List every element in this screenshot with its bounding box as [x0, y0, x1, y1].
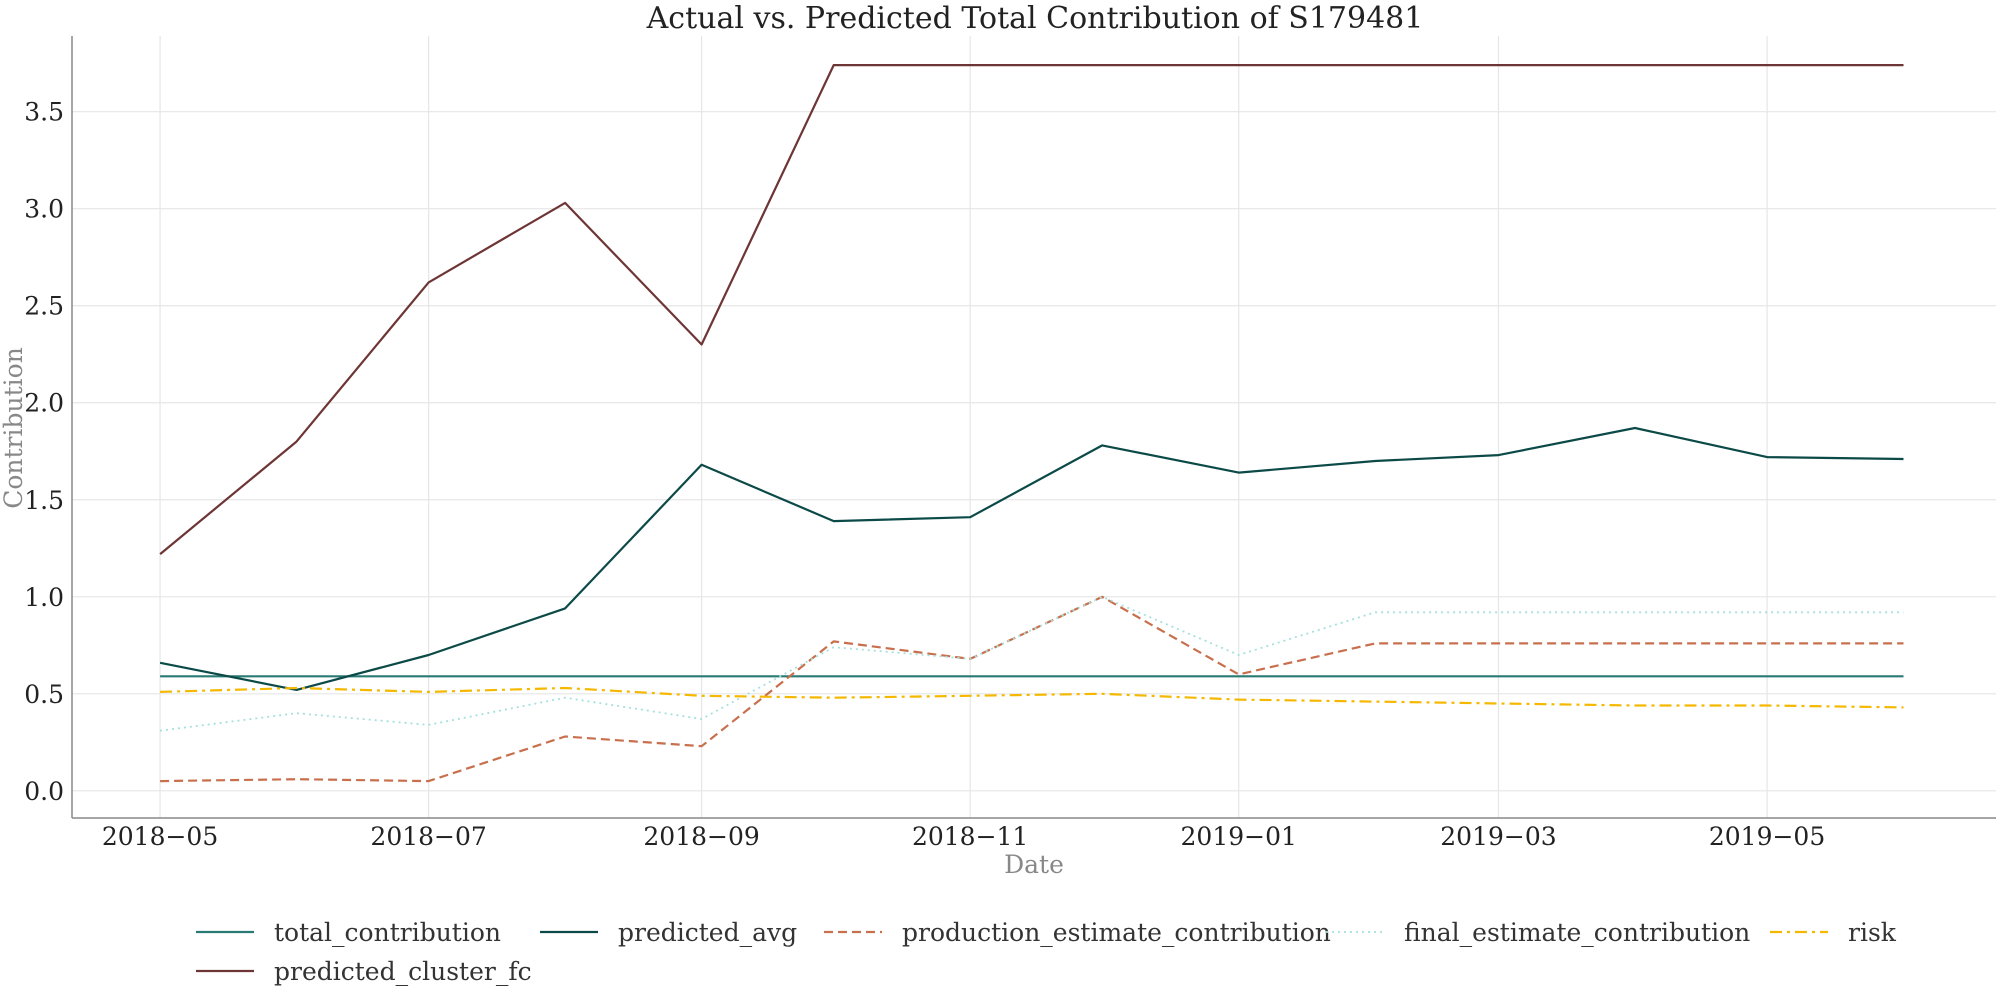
legend-item-production-estimate-contribution[interactable]: production_estimate_contribution	[824, 918, 1331, 947]
y-tick-label: 2.0	[24, 389, 64, 418]
y-tick-label: 0.5	[24, 680, 64, 709]
legend-item-risk[interactable]: risk	[1770, 918, 1897, 947]
grid	[72, 36, 1996, 818]
x-tick-label: 2019−03	[1440, 822, 1556, 851]
y-tick-label: 3.5	[24, 98, 64, 127]
y-ticks: 0.0 0.5 1.0 1.5 2.0 2.5 3.0 3.5	[24, 98, 64, 806]
y-tick-label: 2.5	[24, 292, 64, 321]
legend-label: production_estimate_contribution	[902, 918, 1331, 947]
legend-label: predicted_avg	[618, 918, 797, 947]
y-tick-label: 0.0	[24, 777, 64, 806]
series-line-predicted-cluster-fc	[159, 63, 1904, 555]
legend-item-total-contribution[interactable]: total_contribution	[196, 918, 501, 947]
legend[interactable]: total_contribution predicted_avg productio…	[196, 918, 1897, 986]
x-axis-label: Date	[1004, 850, 1064, 879]
x-tick-label: 2019−05	[1709, 822, 1825, 851]
legend-item-predicted-avg[interactable]: predicted_avg	[540, 918, 797, 947]
x-tick-label: 2018−11	[912, 822, 1028, 851]
series-line-predicted-avg	[159, 426, 1904, 692]
legend-label: final_estimate_contribution	[1404, 918, 1750, 947]
legend-label: total_contribution	[274, 918, 501, 947]
y-tick-label: 1.5	[24, 486, 64, 515]
x-tick-label: 2018−07	[370, 822, 486, 851]
y-tick-label: 3.0	[24, 195, 64, 224]
y-tick-label: 1.0	[24, 583, 64, 612]
x-tick-label: 2018−09	[643, 822, 759, 851]
legend-label: predicted_cluster_fc	[274, 957, 532, 986]
series-line-risk	[160, 686, 1904, 709]
chart-title: Actual vs. Predicted Total Contribution …	[646, 1, 1424, 36]
legend-label: risk	[1848, 918, 1897, 947]
series-layer	[159, 63, 1904, 783]
axes	[71, 36, 1996, 819]
x-tick-label: 2019−01	[1181, 822, 1297, 851]
x-tick-label: 2018−05	[102, 822, 218, 851]
series-line-final-estimate-contribution	[159, 595, 1904, 732]
x-ticks: 2018−05 2018−07 2018−09 2018−11 2019−01 2019−…	[102, 822, 1825, 851]
legend-item-final-estimate-contribution[interactable]: final_estimate_contribution	[1326, 918, 1750, 947]
y-axis-label: Contribution	[0, 347, 28, 509]
series-line-production-estimate-contribution	[160, 595, 1904, 783]
legend-item-predicted-cluster-fc[interactable]: predicted_cluster_fc	[196, 957, 532, 986]
